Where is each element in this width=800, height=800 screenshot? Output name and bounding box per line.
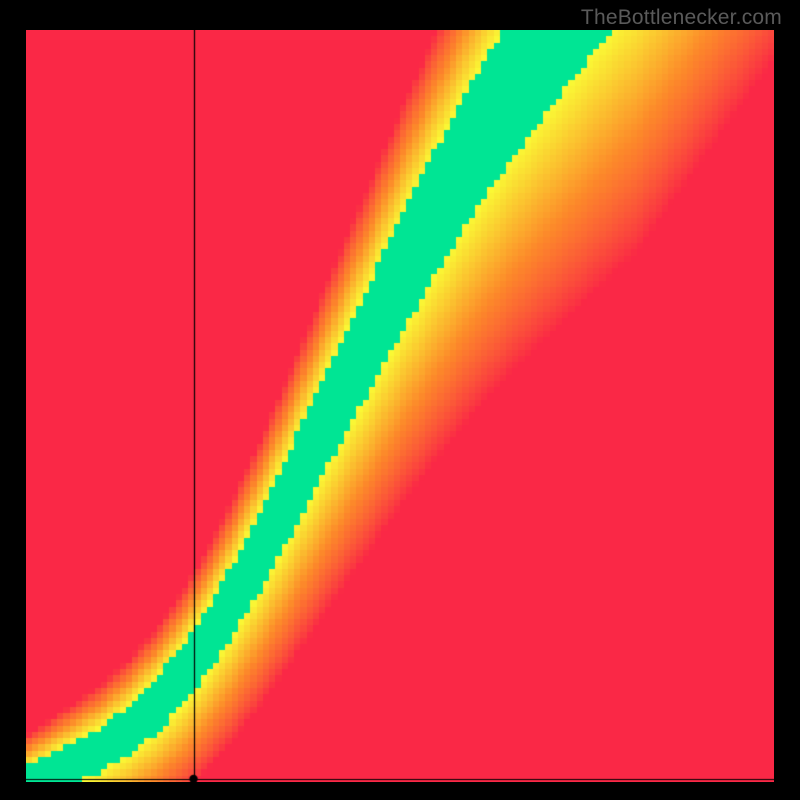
plot-frame <box>26 30 774 782</box>
crosshair-overlay <box>26 30 774 782</box>
heatmap-container <box>26 30 774 782</box>
watermark-text: TheBottlenecker.com <box>581 6 782 30</box>
